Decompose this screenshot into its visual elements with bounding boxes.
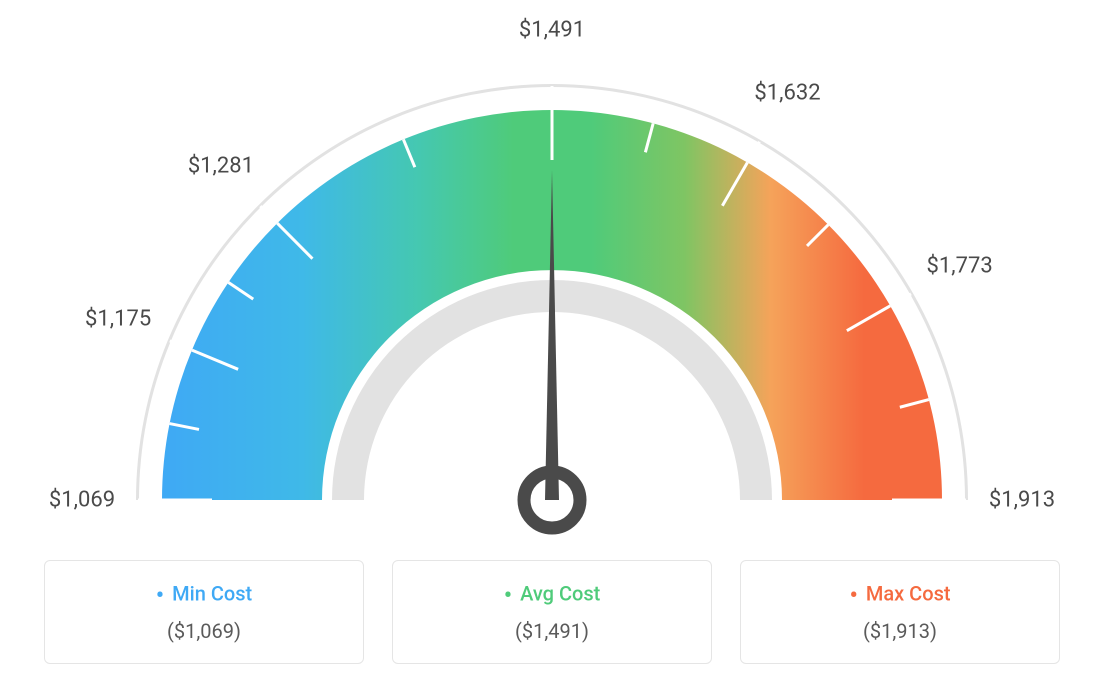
- gauge-outline-tick: [750, 142, 760, 158]
- gauge-outline-tick: [170, 341, 188, 348]
- gauge-tick-label: $1,069: [49, 488, 115, 513]
- gauge-chart: $1,069 $1,175 $1,281 $1,491 $1,632 $1,773 $1,9…: [0, 0, 1104, 540]
- legend-title-avg: Avg Cost: [393, 581, 711, 609]
- legend-card-avg: Avg Cost ($1,491): [392, 560, 712, 664]
- legend-card-min: Min Cost ($1,069): [44, 560, 364, 664]
- gauge-outline-tick: [895, 294, 911, 303]
- legend-value-avg: ($1,491): [393, 619, 711, 643]
- gauge-tick-label: $1,491: [519, 18, 585, 43]
- gauge-tick-label: $1,913: [989, 488, 1055, 513]
- gauge-outline-tick: [260, 206, 273, 219]
- legend-title-max: Max Cost: [741, 581, 1059, 609]
- legend-row: Min Cost ($1,069) Avg Cost ($1,491) Max …: [0, 560, 1104, 664]
- legend-value-max: ($1,913): [741, 619, 1059, 643]
- gauge-tick-label: $1,175: [85, 307, 151, 332]
- legend-title-min: Min Cost: [45, 581, 363, 609]
- gauge-tick-label: $1,632: [754, 81, 820, 106]
- legend-card-max: Max Cost ($1,913): [740, 560, 1060, 664]
- gauge-tick-label: $1,281: [188, 154, 254, 179]
- gauge-tick-label: $1,773: [927, 254, 993, 279]
- legend-value-min: ($1,069): [45, 619, 363, 643]
